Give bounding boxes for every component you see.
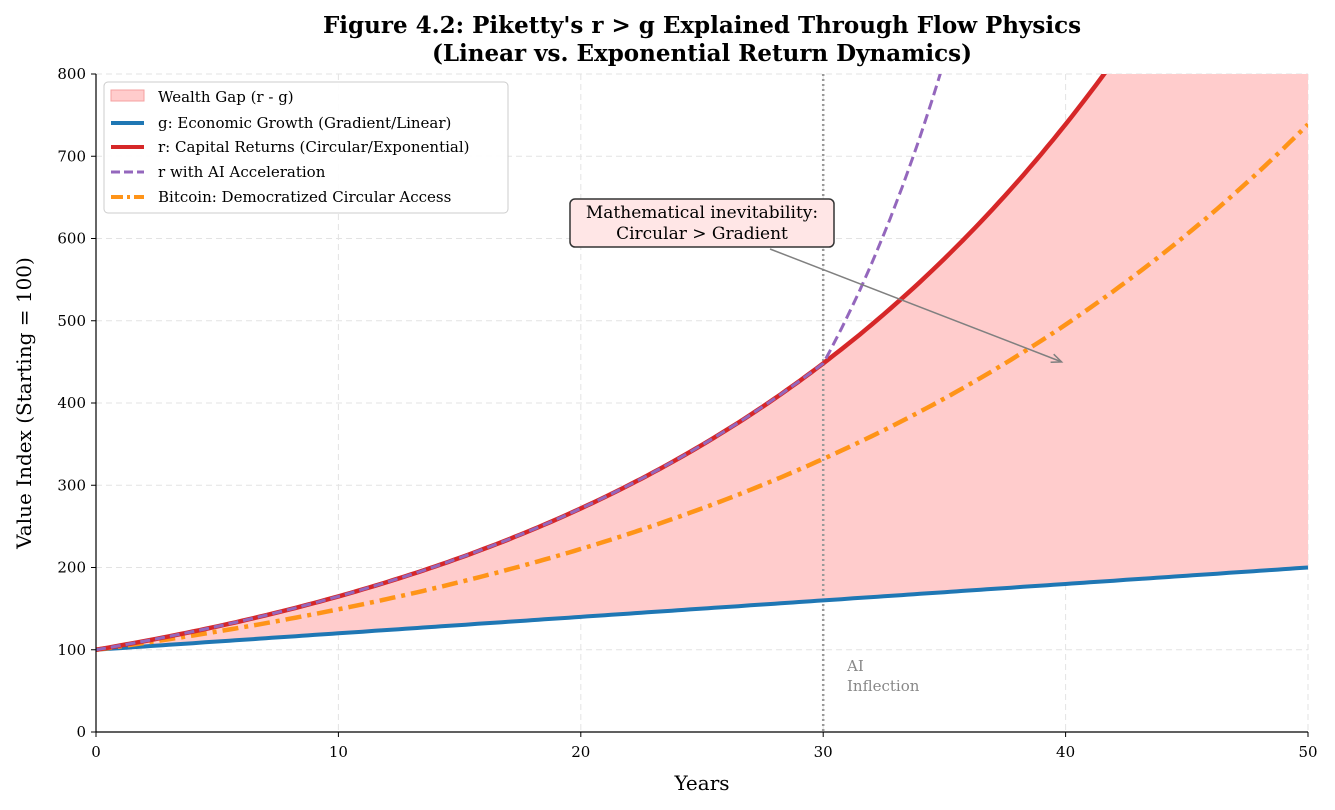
y-tick-label: 300	[57, 476, 86, 494]
series-ai-line	[96, 74, 942, 652]
annotation-arrowhead	[1050, 353, 1064, 363]
grid	[95, 73, 1309, 733]
legend-label-ai: r with AI Acceleration	[158, 163, 326, 181]
y-tick-label: 800	[57, 65, 86, 83]
x-tick-label: 20	[571, 743, 590, 761]
annotation-box	[569, 198, 835, 248]
y-tick-label: 700	[57, 147, 86, 165]
y-tick-label: 0	[76, 723, 86, 741]
plot-area	[96, 74, 1308, 732]
series-bitcoin-line	[96, 122, 1308, 653]
vline-label-1: AI	[846, 657, 864, 675]
x-tick-label: 30	[814, 743, 833, 761]
x-tick-label: 40	[1056, 743, 1075, 761]
y-tick-label: 600	[57, 230, 86, 248]
annotation: Mathematical inevitability: Circular > G…	[569, 198, 835, 248]
x-tick-label: 50	[1298, 743, 1317, 761]
y-tick-label: 100	[57, 641, 86, 659]
legend-box	[103, 81, 509, 214]
series-g-line	[96, 565, 1308, 652]
y-axis-label: Value Index (Starting = 100)	[12, 257, 36, 550]
annotation-line-1: Mathematical inevitability:	[586, 203, 818, 223]
chart-title: Figure 4.2: Piketty's r > g Explained Th…	[323, 12, 1081, 39]
chart-subtitle: (Linear vs. Exponential Return Dynamics)	[432, 40, 972, 67]
legend-label-g: g: Economic Growth (Gradient/Linear)	[158, 114, 451, 132]
y-tick-label: 400	[57, 394, 86, 412]
annotation-line-2: Circular > Gradient	[616, 224, 788, 244]
wealth-gap-fill	[96, 74, 1308, 650]
annotation-arrow	[769, 248, 1062, 363]
legend-label-bitcoin: Bitcoin: Democratized Circular Access	[158, 188, 451, 206]
x-tick-label: 10	[329, 743, 348, 761]
legend: Wealth Gap (r - g) g: Economic Growth (G…	[103, 81, 509, 214]
x-axis-label: Years	[673, 771, 729, 795]
x-tick-label: 0	[91, 743, 101, 761]
series-r-line	[96, 74, 1107, 653]
legend-swatch-fill	[110, 89, 145, 102]
y-tick-label: 200	[57, 559, 86, 577]
legend-label-r: r: Capital Returns (Circular/Exponential…	[158, 138, 469, 156]
y-tick-label: 500	[57, 312, 86, 330]
legend-label-fill: Wealth Gap (r - g)	[158, 88, 294, 106]
vline-label-2: Inflection	[847, 677, 920, 695]
